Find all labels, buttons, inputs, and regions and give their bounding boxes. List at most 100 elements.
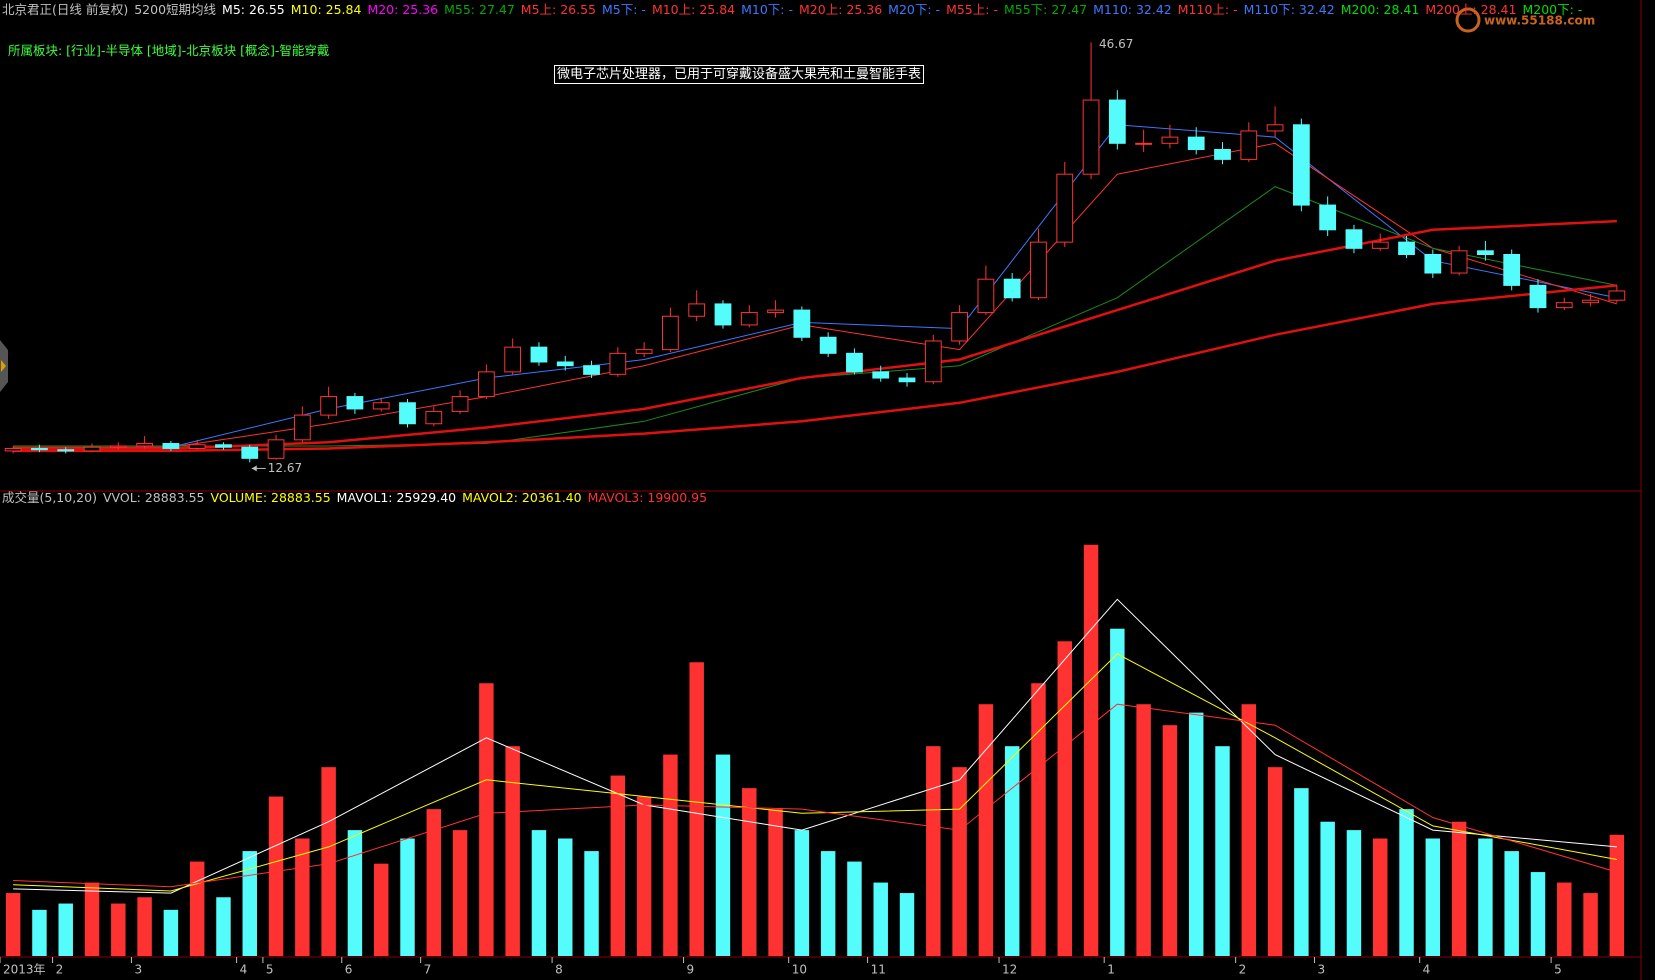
- volume-indicator: MAVOL2: 20361.40: [462, 490, 582, 505]
- volume-bar: [1136, 704, 1151, 956]
- indicator-value: M5: 26.55: [222, 2, 285, 17]
- volume-bar: [820, 851, 836, 956]
- candle-body: [31, 447, 48, 451]
- volume-bar: [715, 754, 731, 956]
- candle-body: [188, 444, 206, 449]
- x-tick-label: 5: [266, 963, 274, 977]
- volume-bar: [189, 861, 205, 956]
- x-tick-label: 2013年: [3, 963, 46, 977]
- volume-bar: [58, 903, 73, 956]
- indicator-value: M10: 25.84: [290, 2, 362, 17]
- candle-body: [1292, 124, 1310, 206]
- candle-body: [83, 446, 101, 452]
- volume-bar: [952, 767, 967, 956]
- candle-body: [977, 278, 995, 314]
- volume-bar: [584, 851, 599, 956]
- indicator-header: 北京君正(日线 前复权) 5200短期均线 M5: 26.55 M10: 25.84 M…: [2, 2, 1588, 18]
- candle-body: [635, 349, 653, 354]
- candle-body: [1214, 148, 1231, 160]
- volume-bar: [926, 746, 941, 956]
- volume-bar: [558, 838, 573, 956]
- stock-title: 北京君正(日线 前复权): [2, 2, 129, 17]
- x-tick-label: 3: [1318, 963, 1326, 977]
- ma-line: [13, 219, 1617, 450]
- low-label: 12.67: [268, 461, 302, 475]
- volume-bar: [1346, 830, 1362, 956]
- volume-bar: [373, 863, 389, 956]
- indicator-value: M20上: 25.36: [799, 2, 883, 17]
- volume-bar: [1004, 746, 1020, 956]
- volume-bar: [1294, 788, 1309, 956]
- candle-body: [740, 312, 758, 326]
- x-tick-label: 10: [792, 963, 807, 977]
- volume-bar: [1188, 712, 1204, 956]
- ma-line: [13, 598, 1617, 894]
- volume-bar: [84, 882, 100, 956]
- indicator-value: M200上: 28.41: [1425, 2, 1517, 17]
- candle-body: [1108, 99, 1126, 144]
- candle-body: [819, 336, 837, 354]
- candle-body: [1424, 254, 1442, 274]
- x-tick-label: 12: [1002, 963, 1017, 977]
- x-tick-label: 5: [1554, 963, 1562, 977]
- volume-bar: [1241, 704, 1257, 956]
- volume-bar: [426, 809, 442, 956]
- x-tick-label: 8: [555, 963, 563, 977]
- volume-bar: [768, 809, 783, 956]
- candle-body: [1266, 124, 1284, 132]
- x-tick-label: 7: [424, 963, 432, 977]
- candle-body: [1056, 173, 1074, 243]
- volume-indicator: MAVOL1: 25929.40: [336, 490, 457, 505]
- candle-body: [320, 396, 338, 416]
- volume-bar: [794, 830, 810, 956]
- candle-body: [109, 445, 127, 448]
- candle-body: [241, 446, 259, 459]
- candle-body: [1319, 204, 1337, 231]
- volume-bar: [1425, 838, 1441, 956]
- indicator-name: 5200短期均线: [134, 2, 217, 17]
- candle-body: [662, 315, 679, 351]
- volume-bar: [137, 897, 152, 956]
- candle-body: [1555, 302, 1573, 309]
- volume-bar: [1083, 544, 1099, 956]
- annotation-box: 微电子芯片处理器，已用于可穿戴设备盛大果壳和土曼智能手表: [554, 65, 925, 84]
- candle-body: [136, 443, 153, 447]
- candle-body: [4, 447, 22, 452]
- indicator-value: M5上: 26.55: [520, 2, 596, 17]
- volume-bar: [531, 830, 547, 956]
- volume-bar: [636, 796, 652, 956]
- volume-indicator: VOLUME: 28883.55: [210, 490, 331, 505]
- volume-bar: [321, 767, 336, 956]
- x-tick-label: 2: [1239, 963, 1247, 977]
- x-tick-label: 3: [134, 963, 142, 977]
- volume-bar: [1057, 641, 1072, 956]
- volume-bar: [400, 838, 415, 956]
- candle-body: [425, 410, 443, 425]
- candle-body: [1003, 278, 1021, 299]
- volume-bar: [242, 851, 257, 956]
- indicator-value: M20下: -: [888, 2, 941, 17]
- volume-bar: [1557, 882, 1572, 956]
- volume-bar: [1451, 821, 1467, 956]
- volume-indicator: MAVOL3: 19900.95: [587, 490, 708, 505]
- candle-body: [1187, 136, 1205, 150]
- candle-body: [504, 346, 522, 373]
- candle-body: [1135, 142, 1153, 145]
- volume-header: 成交量(5,10,20) VVOL: 28883.55 VOLUME: 28883.…: [2, 490, 713, 506]
- volume-bar: [1162, 725, 1178, 956]
- high-label: 46.67: [1099, 37, 1133, 51]
- volume-bar: [479, 683, 494, 956]
- volume-bar: [1320, 821, 1335, 956]
- candle-body: [451, 396, 469, 412]
- volume-bar: [610, 775, 626, 956]
- candle-body: [162, 443, 180, 449]
- candle-body: [530, 346, 548, 363]
- watermark-logo: [1455, 7, 1481, 33]
- volume-bar: [1031, 683, 1046, 956]
- candle-body: [1371, 241, 1389, 249]
- candle-body: [1503, 254, 1521, 286]
- candle-body: [1030, 241, 1047, 299]
- indicator-value: M110上: -: [1177, 2, 1238, 17]
- volume-bar: [978, 704, 994, 956]
- candle-body: [477, 371, 495, 398]
